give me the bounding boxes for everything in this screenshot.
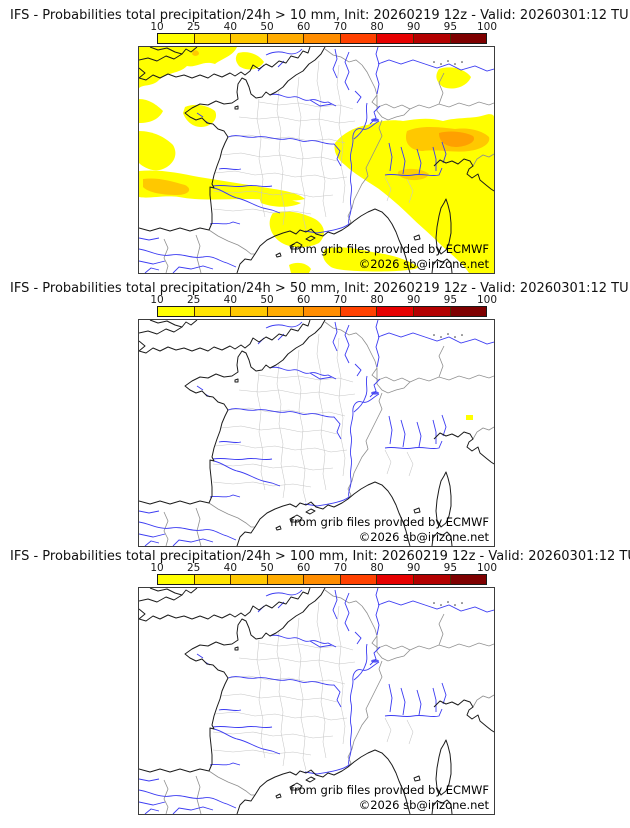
colorbar-tick-label: 10 xyxy=(150,294,164,306)
colorbar-tick-label: 40 xyxy=(223,294,238,306)
colorbar-segment xyxy=(158,307,194,316)
colorbar-tick-label: 60 xyxy=(296,294,311,306)
colorbar-segment xyxy=(193,307,231,316)
colorbar-segment xyxy=(266,575,304,584)
map-frame-50mm: from grib files provided by ECMWF ©2026 … xyxy=(138,319,495,547)
colorbar-segment xyxy=(339,307,377,316)
colorbar-segment xyxy=(412,575,450,584)
colorbar-segment xyxy=(303,307,340,316)
colorbar-tick-label: 25 xyxy=(186,21,201,33)
map-canvas-50mm xyxy=(139,320,494,546)
colorbar-tick-label: 80 xyxy=(370,562,384,574)
colorbar-tick-label: 80 xyxy=(370,21,384,33)
colorbar-tick-label: 100 xyxy=(476,21,498,33)
colorbar-segment xyxy=(230,34,267,43)
colorbar-segment xyxy=(158,34,194,43)
attribution-source: from grib files provided by ECMWF xyxy=(290,783,489,797)
colorbar-segment xyxy=(266,307,304,316)
panel-precip-gt-50mm: IFS - Probabilities total precipitation/… xyxy=(0,281,630,547)
attribution-copyright: ©2026 sb@irizone.net xyxy=(358,257,489,271)
colorbar-segment xyxy=(158,575,194,584)
map-frame-100mm: from grib files provided by ECMWF ©2026 … xyxy=(138,587,495,815)
colorbar-segment xyxy=(412,307,450,316)
colorbar-tick-label: 95 xyxy=(443,294,458,306)
colorbar-tick-label: 95 xyxy=(443,21,458,33)
colorbar-segment xyxy=(412,34,450,43)
probability-overlay-50mm xyxy=(466,415,473,420)
colorbar-segment xyxy=(193,575,231,584)
colorbar-tick-label: 90 xyxy=(406,562,421,574)
colorbar-tick-label: 95 xyxy=(443,562,458,574)
colorbar-tick-label: 90 xyxy=(406,21,421,33)
colorbar-segment xyxy=(266,34,304,43)
colorbar-segment xyxy=(376,575,413,584)
colorbar-segment xyxy=(303,34,340,43)
colorbar-tick-label: 10 xyxy=(150,21,164,33)
colorbar-segment xyxy=(230,575,267,584)
colorbar-tick-label: 100 xyxy=(476,562,498,574)
colorbar-tick-row: 10 25 40 50 60 70 80 90 95 100 xyxy=(150,21,497,33)
colorbar-tick-label: 40 xyxy=(223,562,238,574)
colorbar-tick-label: 90 xyxy=(406,294,421,306)
panel-precip-gt-100mm: IFS - Probabilities total precipitation/… xyxy=(0,549,630,815)
colorbar-bar xyxy=(157,33,487,44)
colorbar: 10 25 40 50 60 70 80 90 95 100 xyxy=(150,562,497,586)
map-canvas-10mm xyxy=(139,47,494,273)
colorbar-segment xyxy=(449,575,487,584)
colorbar-segment xyxy=(339,575,377,584)
colorbar-tick-label: 100 xyxy=(476,294,498,306)
colorbar-tick-label: 70 xyxy=(333,294,348,306)
colorbar-bar xyxy=(157,574,487,585)
panel-title: IFS - Probabilities total precipitation/… xyxy=(10,8,629,23)
colorbar-tick-label: 40 xyxy=(223,21,238,33)
panel-title: IFS - Probabilities total precipitation/… xyxy=(10,549,630,564)
colorbar-segment xyxy=(376,307,413,316)
colorbar-tick-label: 50 xyxy=(260,294,274,306)
map-frame-10mm: from grib files provided by ECMWF ©2026 … xyxy=(138,46,495,274)
colorbar-tick-label: 50 xyxy=(260,21,274,33)
colorbar-tick-label: 70 xyxy=(333,562,348,574)
colorbar-tick-row: 10 25 40 50 60 70 80 90 95 100 xyxy=(150,562,497,574)
colorbar-tick-label: 25 xyxy=(186,562,201,574)
colorbar-segment xyxy=(449,34,487,43)
attribution-source: from grib files provided by ECMWF xyxy=(290,242,489,256)
attribution-copyright: ©2026 sb@irizone.net xyxy=(358,798,489,812)
colorbar-tick-label: 70 xyxy=(333,21,348,33)
attribution-source: from grib files provided by ECMWF xyxy=(290,515,489,529)
colorbar: 10 25 40 50 60 70 80 90 95 100 xyxy=(150,21,497,45)
attribution-copyright: ©2026 sb@irizone.net xyxy=(358,530,489,544)
colorbar-segment xyxy=(230,307,267,316)
colorbar-tick-label: 60 xyxy=(296,21,311,33)
colorbar-tick-label: 60 xyxy=(296,562,311,574)
colorbar-tick-label: 10 xyxy=(150,562,164,574)
panel-title: IFS - Probabilities total precipitation/… xyxy=(10,281,629,296)
colorbar-segment xyxy=(339,34,377,43)
colorbar-segment xyxy=(376,34,413,43)
colorbar-segment xyxy=(303,575,340,584)
colorbar-segment xyxy=(193,34,231,43)
panel-precip-gt-10mm: IFS - Probabilities total precipitation/… xyxy=(0,8,630,274)
colorbar-tick-label: 25 xyxy=(186,294,201,306)
colorbar-tick-label: 50 xyxy=(260,562,274,574)
colorbar-tick-label: 80 xyxy=(370,294,384,306)
map-canvas-100mm xyxy=(139,588,494,814)
colorbar: 10 25 40 50 60 70 80 90 95 100 xyxy=(150,294,497,318)
colorbar-segment xyxy=(449,307,487,316)
colorbar-bar xyxy=(157,306,487,317)
colorbar-tick-row: 10 25 40 50 60 70 80 90 95 100 xyxy=(150,294,497,306)
